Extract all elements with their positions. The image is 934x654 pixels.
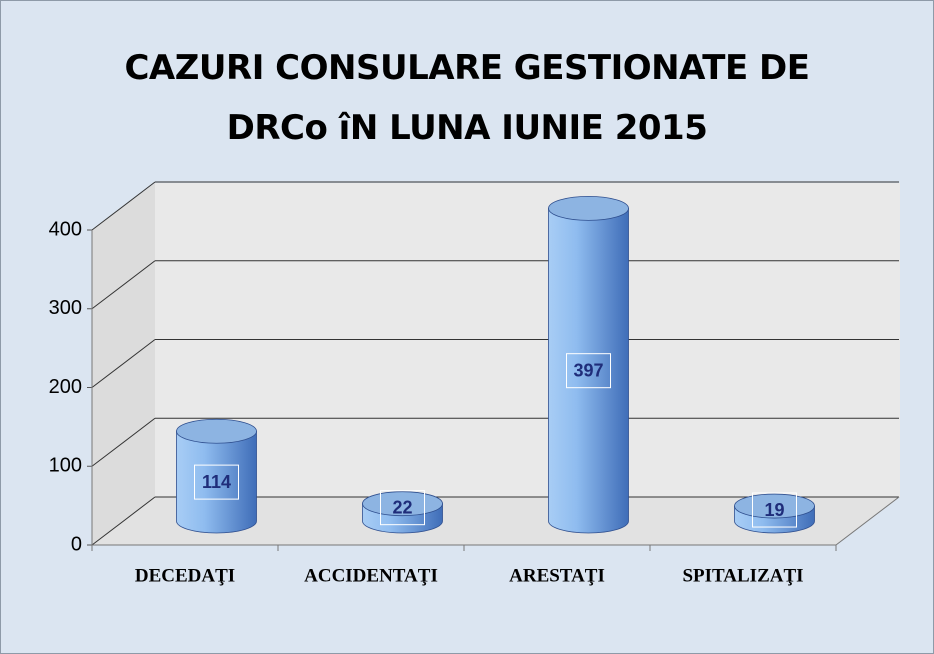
y-tick-label: 100 — [49, 455, 82, 477]
bar-body — [176, 430, 257, 534]
grid-line — [91, 260, 156, 310]
value-label: 114 — [202, 472, 231, 492]
grid-line — [91, 496, 156, 546]
value-label-box — [380, 490, 425, 526]
bar — [734, 493, 815, 534]
bar — [362, 491, 443, 534]
floor-edge — [835, 496, 900, 546]
floor — [92, 497, 900, 545]
bar-top — [362, 491, 443, 517]
grid-line — [91, 417, 156, 467]
value-label-box — [566, 353, 611, 389]
value-label: 397 — [573, 360, 603, 380]
x-tick-label: SPITALIZAŢI — [682, 565, 803, 586]
x-tick-label: ARESTAŢI — [509, 565, 605, 586]
value-label-box — [194, 464, 239, 500]
bar-top — [548, 195, 629, 221]
y-tick-label: 200 — [49, 376, 82, 398]
value-label: 19 — [764, 500, 784, 520]
value-label: 22 — [392, 497, 412, 517]
bar — [548, 195, 629, 534]
x-tick-label: DECEDAŢI — [135, 565, 235, 586]
bar-top — [734, 493, 815, 519]
bar-top — [176, 418, 257, 444]
y-tick-label: 400 — [49, 218, 82, 240]
chart-title: CAZURI CONSULARE GESTIONATE DE DRCo îN L… — [124, 48, 810, 148]
bar — [176, 418, 257, 534]
y-tick-label: 300 — [49, 297, 82, 319]
value-label-box — [752, 492, 797, 528]
bar-body — [548, 207, 629, 534]
x-tick-label: ACCIDENTAŢI — [304, 565, 438, 586]
grid-line — [91, 339, 156, 388]
y-tick-label: 0 — [71, 533, 82, 555]
grid-line — [91, 181, 156, 231]
